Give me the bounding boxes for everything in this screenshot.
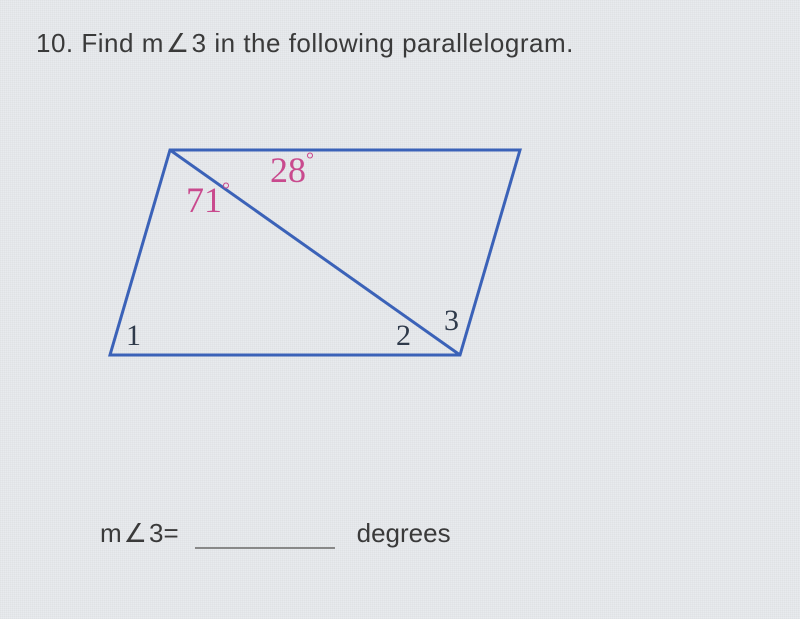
question-angle-num: 3 (192, 28, 207, 58)
question-prefix: Find m (81, 28, 163, 58)
angle-label-unknown_2: 2 (396, 319, 411, 352)
angle-label-known_71: 71° (186, 179, 230, 220)
answer-angle-num: 3 (149, 518, 163, 549)
answer-units: degrees (357, 518, 451, 549)
parallelogram-svg: 71° 28° 1 23 (100, 140, 540, 380)
angle-symbol-icon: ∠ (124, 518, 147, 549)
answer-label: m∠3 = (100, 518, 179, 549)
question-text: 10. Find m∠3 in the following parallelog… (36, 28, 574, 59)
answer-m: m (100, 518, 122, 549)
answer-equals: = (163, 518, 178, 549)
answer-row: m∠3 = degrees (100, 518, 451, 549)
angle-label-unknown_3: 3 (444, 304, 459, 337)
angle-label-known_28: 28° (270, 149, 314, 190)
parallelogram-diagram: 71° 28° 1 23 (100, 140, 540, 380)
angle-label-unknown_1: 1 (126, 319, 141, 352)
answer-blank-input[interactable] (195, 521, 335, 549)
question-number: 10. (36, 28, 74, 58)
angle-symbol-icon: ∠ (166, 28, 190, 58)
question-suffix: in the following parallelogram. (207, 28, 574, 58)
